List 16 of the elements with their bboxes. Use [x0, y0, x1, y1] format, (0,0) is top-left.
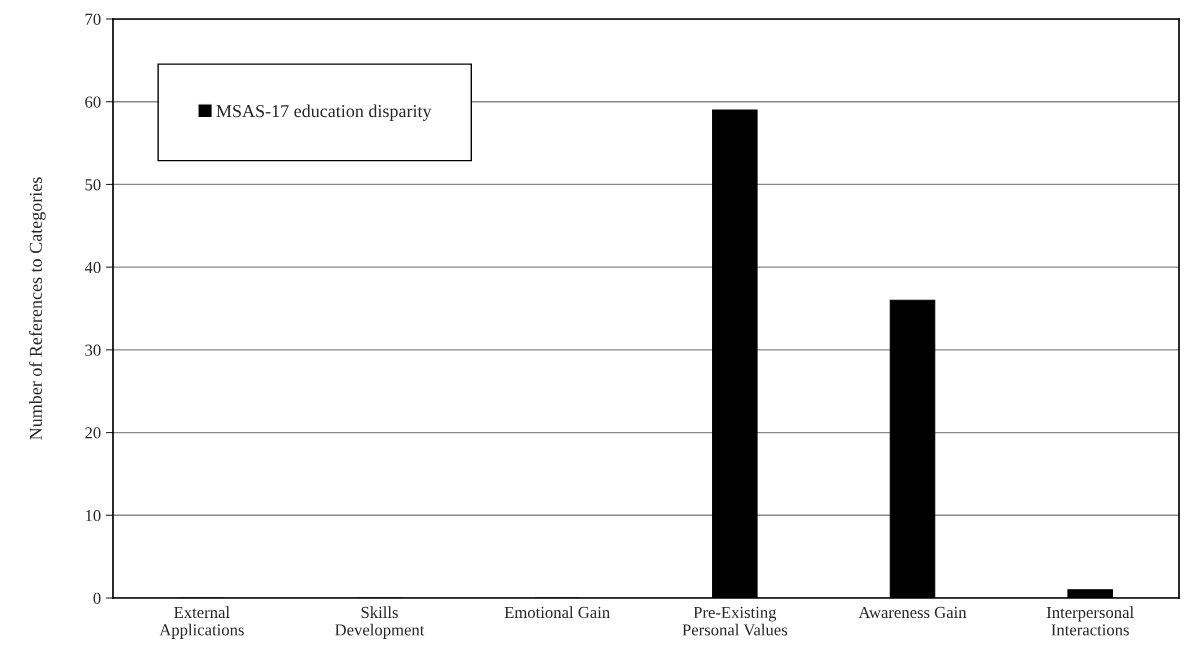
y-tick-label: 20	[85, 427, 101, 439]
y-tick-label: 50	[85, 179, 101, 191]
y-tick-label: 70	[85, 13, 101, 25]
y-axis-title: Number of References to Categories	[29, 177, 46, 440]
y-tick-label: 60	[85, 96, 101, 108]
x-tick-label: Interpersonal Interactions	[1046, 606, 1134, 636]
x-tick-label: Awareness Gain	[858, 606, 967, 619]
y-tick-label: 40	[84, 261, 101, 274]
x-tick-label: External Applications	[159, 606, 244, 639]
y-tick-label: 10	[85, 509, 101, 522]
y-tick-label: 30	[85, 344, 101, 356]
legend-label: MSAS-17 education disparity	[216, 104, 432, 121]
x-tick-label: Pre-Existing Personal Values	[682, 606, 788, 636]
x-tick-label: Skills Development	[335, 606, 425, 639]
y-tick-label: 0	[93, 592, 101, 604]
x-tick-label: Emotional Gain	[504, 606, 610, 619]
